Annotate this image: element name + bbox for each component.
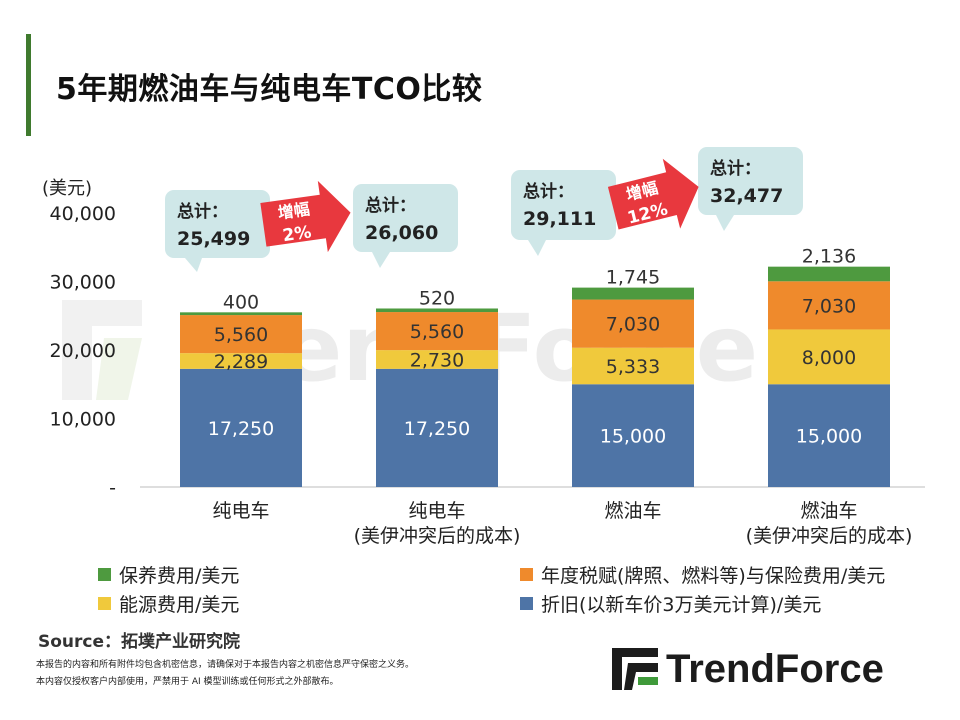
y-tick-label: 10,000 — [50, 409, 116, 431]
x-category-label: 燃油车 — [800, 500, 857, 522]
y-tick-label: 40,000 — [50, 203, 116, 225]
legend-item-energy: 能源费用/美元 — [98, 590, 239, 617]
legend-item-depreciation: 折旧(以新车价3万美元计算)/美元 — [520, 590, 821, 617]
total-callout: 总计： 29,111 — [511, 170, 616, 256]
total-callout-bubble — [511, 170, 616, 240]
total-label: 总计： — [710, 158, 761, 179]
legend-label: 折旧(以新车价3万美元计算)/美元 — [541, 594, 822, 616]
y-tick-label: 20,000 — [50, 340, 116, 362]
bar-segment — [768, 266, 890, 282]
total-callout-tail — [528, 240, 546, 256]
total-label: 总计： — [365, 195, 416, 216]
disclaimer-line-1: 本报告的内容和所有附件均包含机密信息，请确保对于本报告内容之机密信息严守保密之义… — [36, 660, 415, 670]
total-label: 总计： — [177, 201, 228, 222]
bar-segment — [572, 287, 694, 300]
legend-swatch — [98, 597, 111, 610]
total-callout-bubble — [165, 190, 270, 258]
source-note: Source：拓墣产业研究院 — [38, 632, 241, 652]
x-category-label: 燃油车 — [604, 500, 661, 522]
total-callout: 总计： 25,499 — [165, 190, 270, 272]
data-label: 5,560 — [410, 321, 464, 343]
total-callout-bubble — [353, 184, 458, 252]
y-axis-title: (美元) — [42, 178, 92, 199]
data-label: 7,030 — [802, 295, 856, 317]
total-callout-tail — [185, 258, 202, 272]
bar-segment — [572, 347, 694, 385]
legend-swatch — [520, 568, 533, 581]
total-value: 29,111 — [523, 208, 596, 230]
bar-segment — [572, 384, 694, 487]
bar-segment — [376, 308, 498, 313]
legend-label: 年度税赋(牌照、燃料等)与保险费用/美元 — [541, 565, 886, 587]
x-category-sublabel: (美伊冲突后的成本) — [746, 525, 913, 547]
data-label: 5,560 — [214, 324, 268, 346]
bar-segment — [768, 281, 890, 330]
increase-arrow: 增幅2% — [260, 180, 351, 253]
title-accent-bar — [26, 34, 31, 136]
watermark-logo-mark — [62, 300, 142, 400]
y-tick-label: 30,000 — [50, 272, 116, 294]
legend-swatch — [98, 568, 111, 581]
total-label: 总计： — [523, 181, 574, 202]
data-label: 2,289 — [214, 351, 268, 373]
bar-segment — [768, 384, 890, 487]
total-callout-tail — [372, 252, 390, 268]
total-value: 26,060 — [365, 222, 438, 244]
data-label: 5,333 — [606, 356, 660, 378]
data-label: 2,136 — [802, 246, 856, 268]
increase-arrow-shape — [607, 158, 699, 230]
bar-segment — [180, 368, 302, 487]
data-label: 520 — [419, 287, 455, 309]
legend-label: 能源费用/美元 — [119, 594, 240, 616]
total-callout: 总计： 26,060 — [353, 184, 458, 268]
data-label: 7,030 — [606, 314, 660, 336]
total-value: 25,499 — [177, 228, 250, 250]
data-label: 8,000 — [802, 347, 856, 369]
data-label: 1,745 — [606, 267, 660, 289]
bar-segment — [376, 368, 498, 487]
total-callout-bubble — [698, 147, 803, 215]
legend-item-maintenance: 保养费用/美元 — [98, 561, 239, 588]
legend-item-tax-insurance: 年度税赋(牌照、燃料等)与保险费用/美元 — [520, 561, 885, 588]
y-tick-label: - — [109, 477, 116, 499]
x-category-label: 纯电车 — [212, 500, 269, 522]
legend-label: 保养费用/美元 — [119, 565, 240, 587]
disclaimer-line-2: 本内容仅授权客户内部使用，严禁用于 AI 模型训练或任何形式之外部散布。 — [36, 677, 339, 687]
bar-segment — [180, 353, 302, 369]
bar-segment — [180, 315, 302, 354]
bar-segment — [768, 329, 890, 385]
legend-swatch — [520, 597, 533, 610]
data-label: 17,250 — [404, 418, 470, 440]
bar-segment — [376, 312, 498, 351]
page-title: 5年期燃油车与纯电车TCO比较 — [56, 72, 483, 107]
x-category-label: 纯电车 — [408, 500, 465, 522]
logo-text: TrendForce — [666, 646, 884, 691]
total-value: 32,477 — [710, 185, 783, 207]
trendforce-logo: TrendForce — [612, 646, 884, 692]
data-label: 15,000 — [600, 426, 666, 448]
trendforce-logo-icon — [612, 648, 658, 690]
data-label: 2,730 — [410, 349, 464, 371]
watermark-logo-mark-accent — [96, 338, 142, 400]
increase-value: 2% — [281, 222, 312, 246]
increase-label: 增幅 — [277, 199, 311, 222]
increase-arrow-shape — [260, 180, 351, 253]
total-callout: 总计： 32,477 — [698, 147, 803, 231]
bar-segment — [180, 312, 302, 316]
data-label: 15,000 — [796, 426, 862, 448]
data-label: 17,250 — [208, 418, 274, 440]
bar-segment — [572, 299, 694, 348]
total-callout-tail — [716, 215, 734, 231]
x-category-sublabel: (美伊冲突后的成本) — [354, 525, 521, 547]
data-label: 400 — [223, 291, 259, 313]
bar-segment — [376, 350, 498, 369]
